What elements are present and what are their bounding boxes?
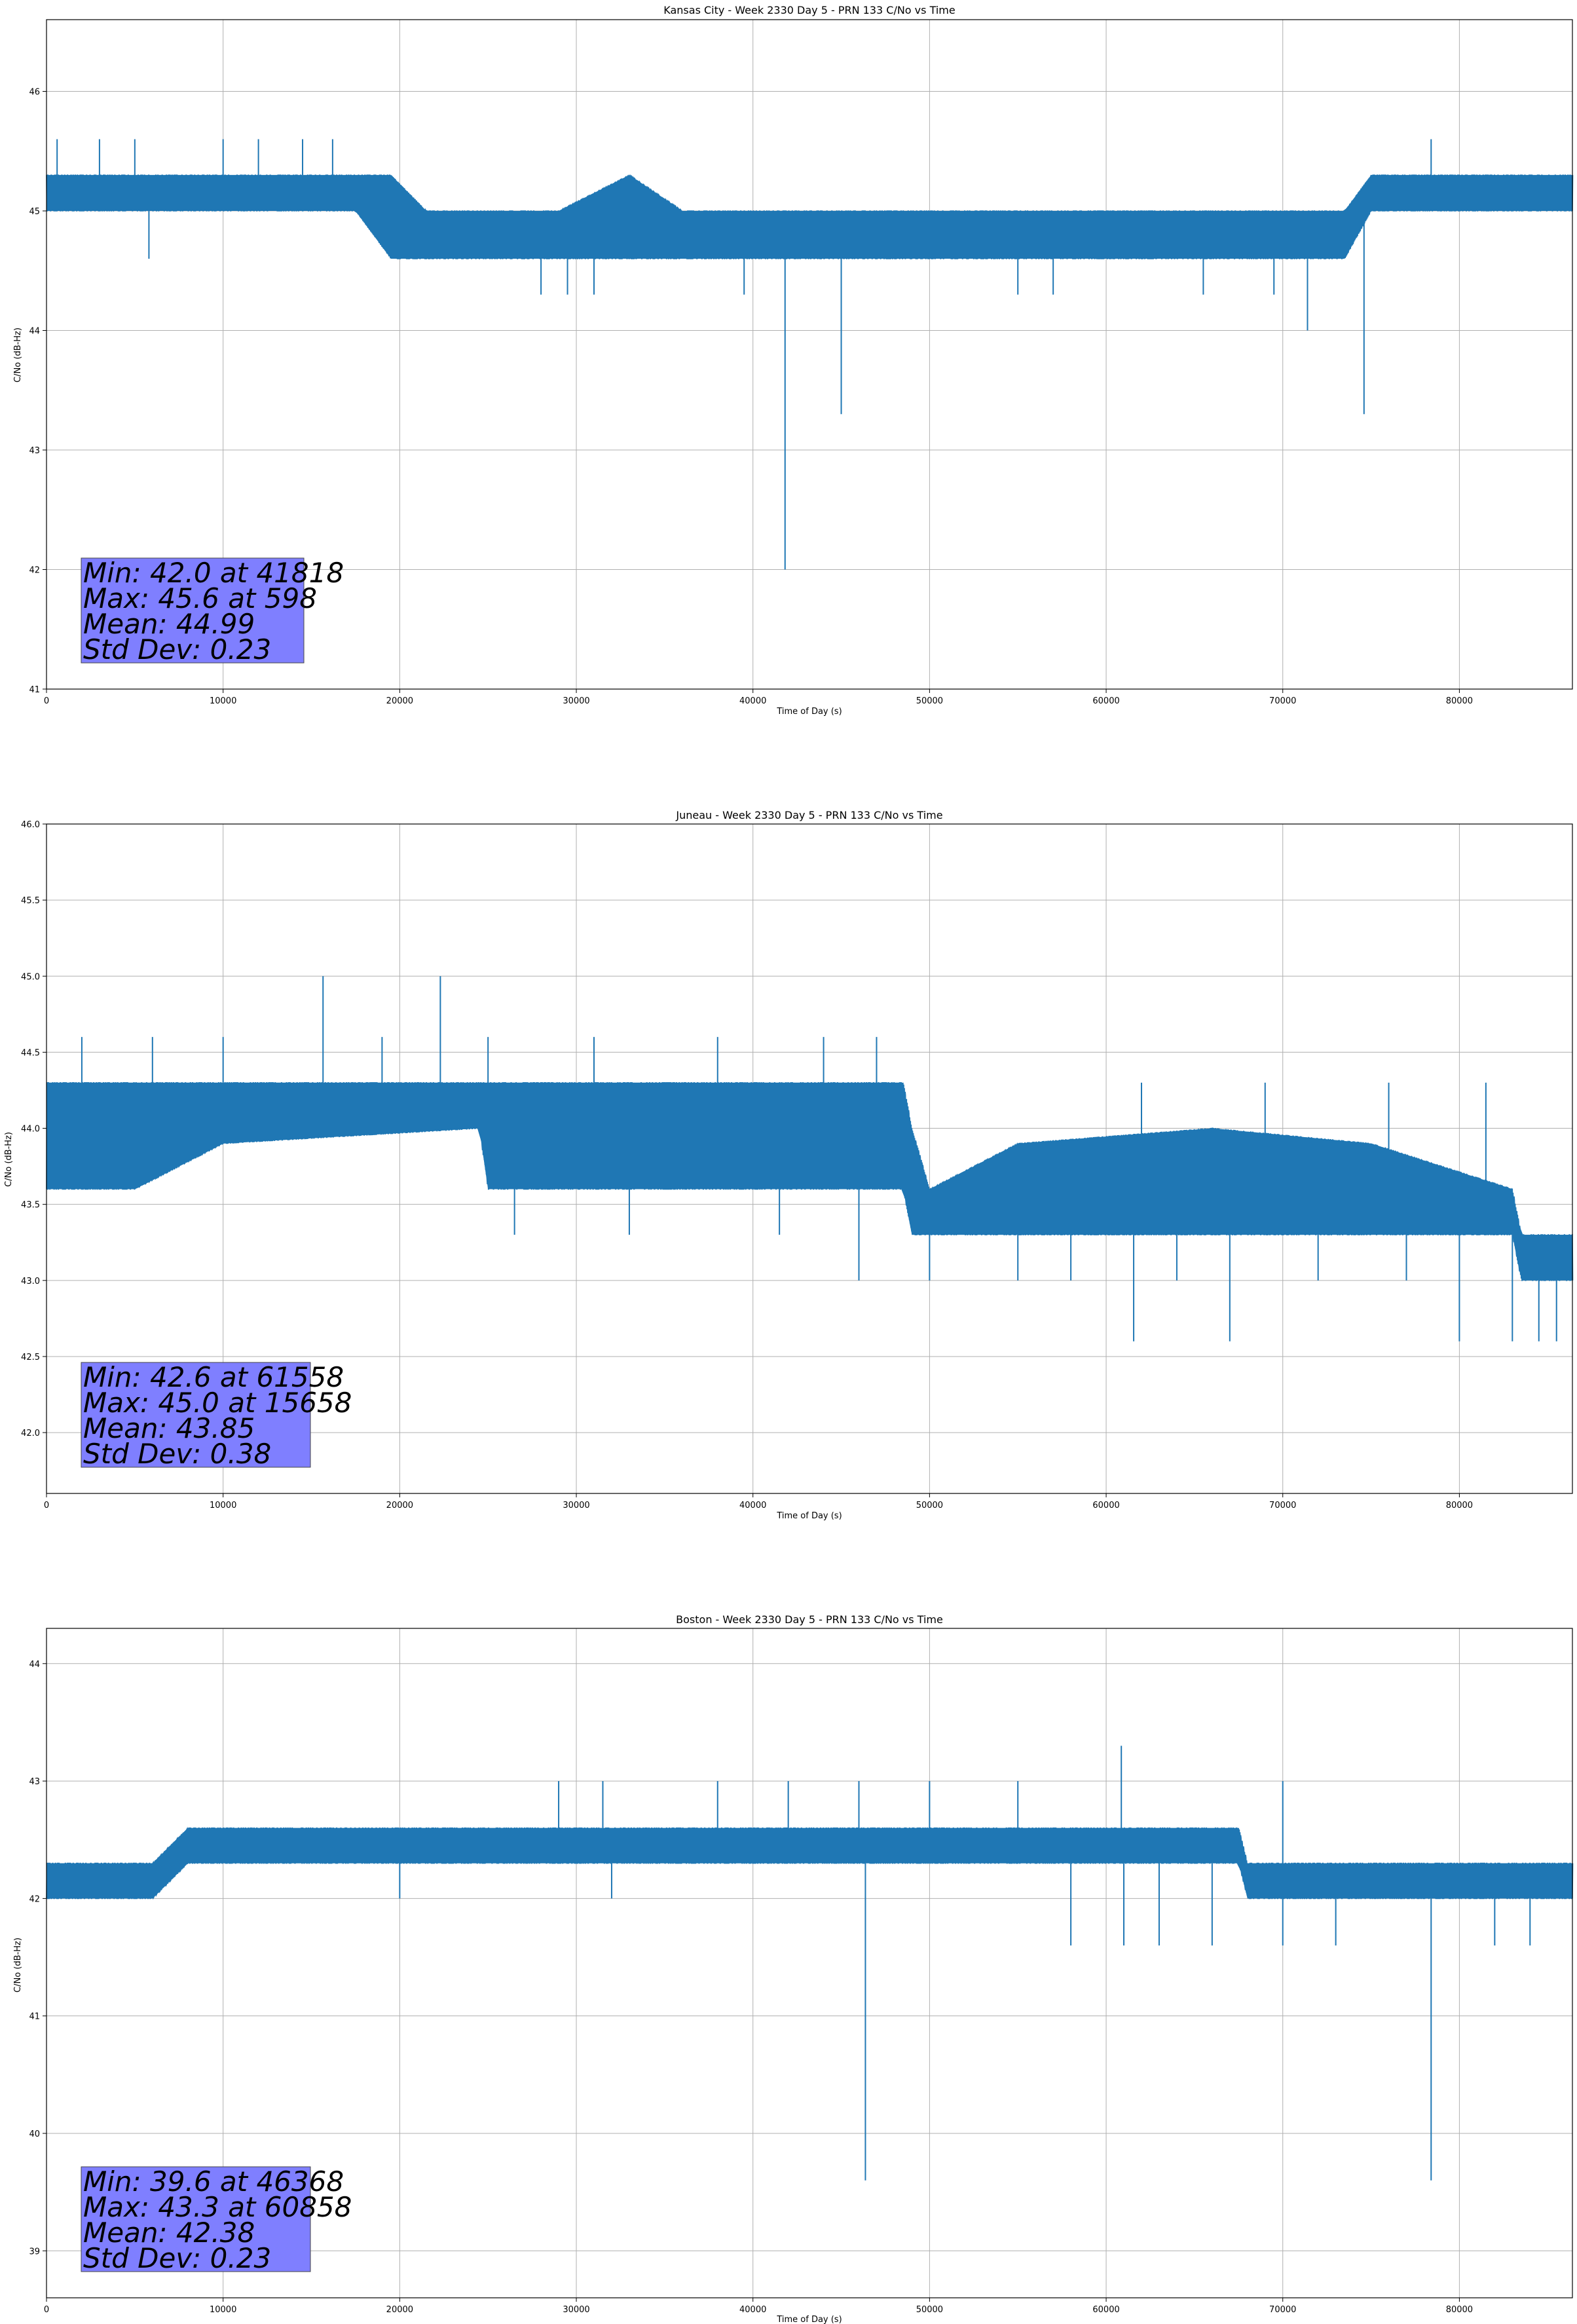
series-band — [46, 1827, 1572, 1899]
x-tick-label: 50000 — [916, 696, 943, 706]
y-tick-label: 41 — [29, 685, 40, 695]
y-tick-label: 43.5 — [21, 1201, 40, 1210]
y-axis-label: C/No (dB-Hz) — [13, 1938, 23, 1993]
series-line — [46, 1746, 1574, 2181]
stat-max: Max: 45.0 at 15658 — [83, 1387, 352, 1419]
x-tick-label: 80000 — [1446, 696, 1473, 706]
y-tick-label: 42.5 — [21, 1353, 40, 1362]
x-tick-label: 20000 — [386, 2305, 413, 2315]
y-tick-label: 44.0 — [21, 1125, 40, 1134]
axes-frame — [46, 1628, 1573, 2298]
series-line — [46, 976, 1574, 1341]
y-tick-label: 41 — [29, 2012, 40, 2022]
stat-std-dev: Std Dev: 0.23 — [83, 633, 271, 665]
stat-mean: Mean: 44.99 — [83, 608, 255, 640]
x-tick-label: 20000 — [386, 1501, 413, 1510]
x-tick-label: 0 — [44, 696, 49, 706]
stats-box-background — [81, 2166, 311, 2272]
x-tick-label: 70000 — [1269, 2305, 1296, 2315]
chart-title: Boston - Week 2330 Day 5 - PRN 133 C/No … — [676, 1613, 943, 1626]
stat-mean: Mean: 43.85 — [83, 1412, 255, 1444]
x-tick-label: 40000 — [739, 2305, 766, 2315]
x-tick-label: 60000 — [1092, 2305, 1119, 2315]
x-tick-label: 40000 — [739, 696, 766, 706]
y-tick-label: 42 — [29, 566, 40, 576]
series-band — [46, 1082, 1572, 1281]
stat-min: Min: 42.6 at 61558 — [83, 1361, 344, 1393]
y-tick-label: 39 — [29, 2247, 40, 2257]
x-tick-label: 10000 — [210, 2305, 236, 2315]
x-tick-label: 0 — [44, 1501, 49, 1510]
y-axis-label: C/No (dB-Hz) — [13, 328, 23, 383]
x-tick-label: 30000 — [563, 1501, 589, 1510]
stat-mean: Mean: 42.38 — [83, 2217, 255, 2249]
x-tick-label: 10000 — [210, 1501, 236, 1510]
y-tick-label: 45 — [29, 207, 40, 217]
y-tick-label: 46.0 — [21, 820, 40, 830]
y-tick-label: 43 — [29, 446, 40, 456]
plot-area: 0 10000 20000 30000 40000 50000 60000 70000 8000… — [29, 1628, 1574, 2315]
axes-frame — [46, 823, 1573, 1494]
stats-box: Min: 42.0 at 41818 Max: 45.6 at 598 Mean… — [81, 557, 344, 665]
chart-title: Kansas City - Week 2330 Day 5 - PRN 133 … — [663, 4, 955, 16]
y-tick-label: 42.0 — [21, 1429, 40, 1438]
stat-max: Max: 43.3 at 60858 — [83, 2191, 352, 2223]
x-tick-label: 80000 — [1446, 1501, 1473, 1510]
stats-box-background — [81, 1362, 311, 1468]
x-tick-label: 10000 — [210, 696, 236, 706]
chart-title: Juneau - Week 2330 Day 5 - PRN 133 C/No … — [675, 809, 942, 821]
y-tick-label: 42 — [29, 1894, 40, 1904]
y-tick-label: 45.0 — [21, 972, 40, 982]
y-tick-label: 44 — [29, 1660, 40, 1670]
y-tick-label: 40 — [29, 2129, 40, 2139]
x-tick-label: 70000 — [1269, 1501, 1296, 1510]
y-axis-label: C/No (dB-Hz) — [4, 1132, 14, 1187]
subplot-juneau: Juneau - Week 2330 Day 5 - PRN 133 C/No … — [4, 809, 1574, 1521]
stat-std-dev: Std Dev: 0.38 — [83, 1438, 271, 1470]
x-tick-label: 60000 — [1092, 696, 1119, 706]
stat-min: Min: 39.6 at 46368 — [83, 2165, 344, 2198]
series-band — [46, 175, 1572, 259]
stats-box: Min: 42.6 at 61558 Max: 45.0 at 15658 Me… — [81, 1361, 352, 1470]
y-tick-label: 45.5 — [21, 896, 40, 906]
y-tick-label: 44 — [29, 327, 40, 337]
x-tick-label: 60000 — [1092, 1501, 1119, 1510]
stats-box-background — [81, 557, 305, 664]
subplot-boston: Boston - Week 2330 Day 5 - PRN 133 C/No … — [13, 1613, 1574, 2324]
stats-box: Min: 39.6 at 46368 Max: 43.3 at 60858 Me… — [81, 2165, 352, 2274]
x-axis-label: Time of Day (s) — [776, 707, 842, 717]
x-tick-label: 30000 — [563, 2305, 589, 2315]
y-tick-label: 43 — [29, 1777, 40, 1787]
stat-min: Min: 42.0 at 41818 — [83, 557, 344, 589]
x-tick-label: 70000 — [1269, 696, 1296, 706]
y-tick-label: 46 — [29, 88, 40, 98]
x-tick-label: 40000 — [739, 1501, 766, 1510]
x-tick-label: 0 — [44, 2305, 49, 2315]
x-tick-label: 80000 — [1446, 2305, 1473, 2315]
stat-max: Max: 45.6 at 598 — [83, 582, 317, 614]
x-tick-label: 20000 — [386, 696, 413, 706]
x-tick-label: 50000 — [916, 2305, 943, 2315]
x-axis-label: Time of Day (s) — [776, 1511, 842, 1521]
y-tick-label: 43.0 — [21, 1277, 40, 1286]
axes-frame — [46, 19, 1573, 690]
plot-area: 0 10000 20000 30000 40000 50000 60000 70000 8000… — [29, 19, 1574, 706]
stat-std-dev: Std Dev: 0.23 — [83, 2242, 271, 2274]
x-tick-label: 30000 — [563, 696, 589, 706]
series-line — [46, 139, 1574, 570]
x-tick-label: 50000 — [916, 1501, 943, 1510]
x-axis-label: Time of Day (s) — [776, 2315, 842, 2324]
y-tick-label: 44.5 — [21, 1048, 40, 1058]
subplot-kansas-city: Kansas City - Week 2330 Day 5 - PRN 133 … — [13, 4, 1574, 717]
